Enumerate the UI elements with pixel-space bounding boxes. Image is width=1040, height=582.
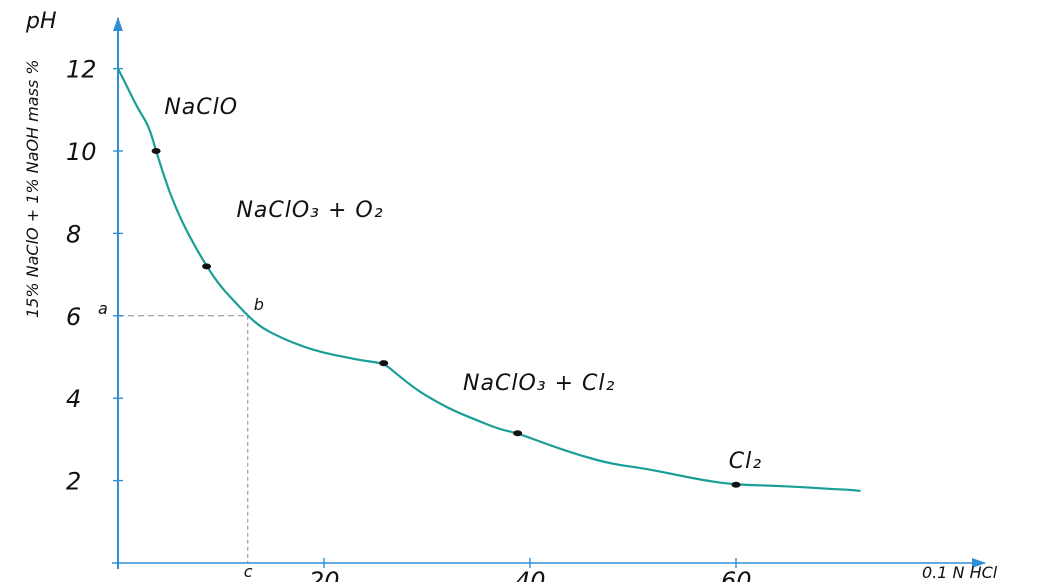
markers-layer — [151, 148, 741, 488]
y-tick-label: 12 — [66, 56, 97, 84]
x-axis-label: 0.1 N HCl — [922, 563, 998, 582]
guide-label-c: c — [244, 562, 253, 581]
y-tick-label: 6 — [66, 303, 81, 331]
guide-label-a: a — [98, 299, 108, 318]
data-point-marker — [731, 481, 741, 488]
y-axis-side-label: 15% NaClO + 1% NaOH mass % — [23, 59, 42, 318]
x-tick-label: 20 — [309, 567, 340, 582]
titration-curve — [116, 67, 861, 492]
curve-layer — [116, 67, 861, 492]
species-annotation: NaClO₃ + O₂ — [236, 198, 383, 223]
annotations-layer: NaClO NaClO₃ + O₂ NaClO₃ + Cl₂ Cl₂ — [164, 95, 762, 474]
data-point-marker — [513, 430, 523, 437]
data-point-marker — [202, 263, 212, 270]
y-tick-label: 8 — [66, 220, 81, 248]
species-annotation: NaClO₃ + Cl₂ — [463, 371, 615, 396]
x-tick-label: 40 — [515, 567, 546, 582]
guide-lines: a b c — [98, 295, 264, 581]
species-annotation: NaClO — [164, 95, 238, 120]
data-point-marker — [151, 148, 161, 154]
y-tick-label: 10 — [66, 138, 97, 166]
ticks: 2 4 6 8 10 12 20 40 60 — [66, 56, 752, 582]
data-point-marker — [379, 360, 389, 367]
y-tick-label: 4 — [66, 385, 81, 413]
guide-label-b: b — [254, 295, 264, 314]
y-tick-label: 2 — [66, 468, 81, 496]
axes — [112, 17, 986, 569]
y-axis-top-label: pH — [25, 9, 57, 34]
labels-layer: pH 15% NaClO + 1% NaOH mass % 0.1 N HCl — [23, 9, 998, 582]
x-tick-label: 60 — [721, 567, 752, 582]
species-annotation: Cl₂ — [729, 449, 762, 474]
